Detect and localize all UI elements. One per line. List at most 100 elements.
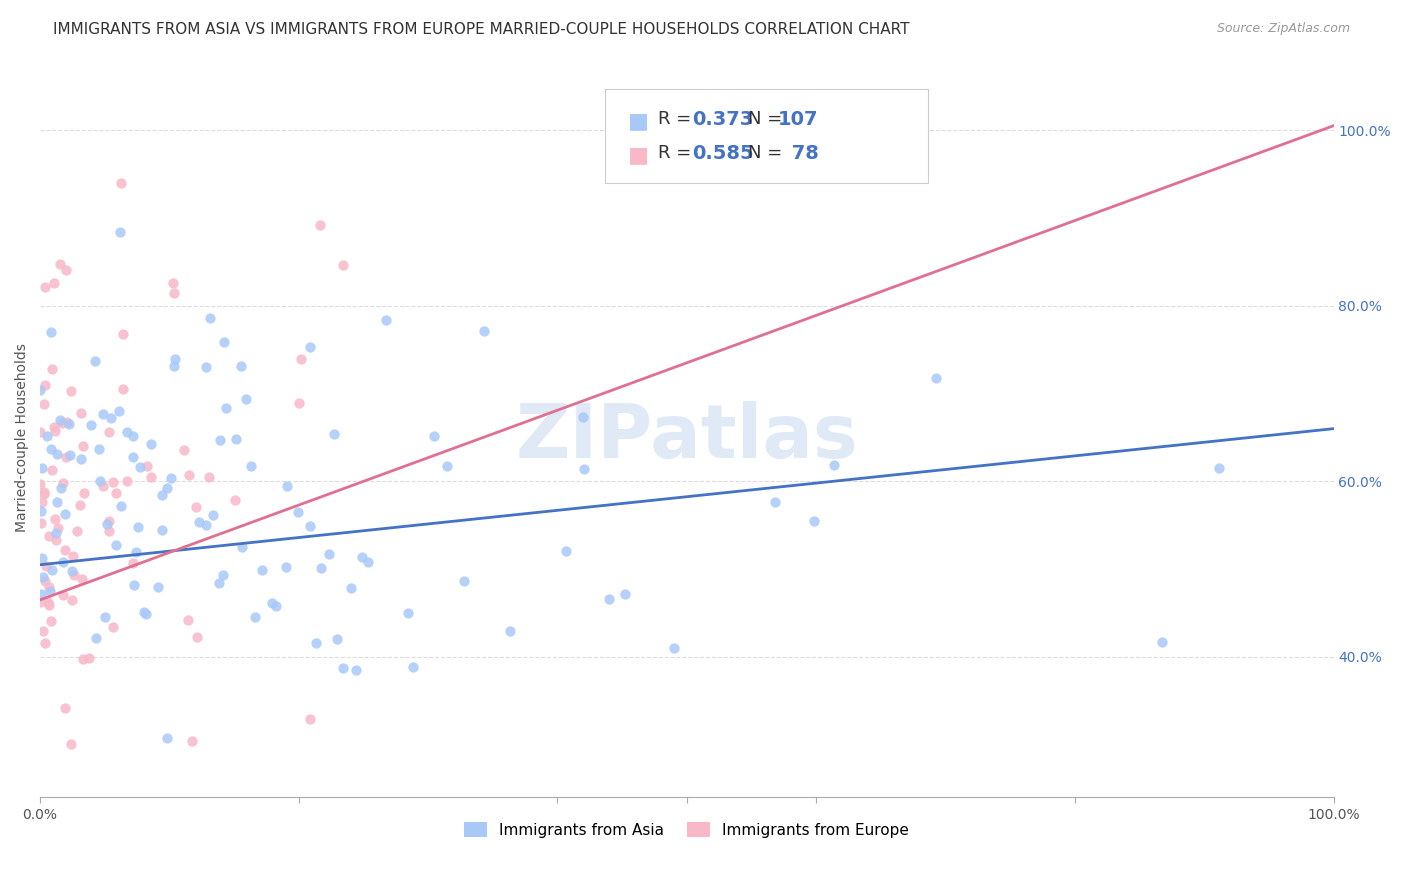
- Point: [87, 442, 110, 456]
- Point: [55, 543, 77, 558]
- Point: [173, 443, 195, 458]
- Text: 107: 107: [778, 110, 818, 128]
- Point: [1208, 461, 1230, 475]
- Point: [39, 325, 62, 339]
- Point: [156, 731, 179, 745]
- Text: R =: R =: [658, 110, 697, 128]
- Point: [186, 630, 208, 644]
- Point: [555, 544, 578, 558]
- Point: [60, 592, 83, 607]
- Point: [352, 549, 374, 564]
- Point: [70, 452, 93, 467]
- Point: [309, 561, 332, 575]
- Point: [39, 614, 62, 628]
- Point: [276, 478, 298, 492]
- Point: [287, 505, 309, 519]
- Point: [572, 409, 595, 424]
- Point: [69, 406, 91, 420]
- Point: [499, 624, 522, 639]
- Point: [177, 613, 200, 627]
- Point: [30, 587, 52, 601]
- Point: [30, 516, 52, 530]
- Point: [159, 471, 181, 485]
- Point: [150, 524, 173, 538]
- Point: [243, 610, 266, 624]
- Point: [101, 475, 124, 489]
- Point: [925, 371, 948, 385]
- Point: [41, 463, 63, 477]
- Point: [100, 411, 122, 425]
- Point: [322, 426, 344, 441]
- Point: [38, 529, 60, 543]
- Point: [472, 324, 495, 338]
- Point: [763, 495, 786, 509]
- Point: [72, 652, 94, 666]
- Point: [214, 335, 236, 350]
- Text: ZIPatlas: ZIPatlas: [516, 401, 858, 474]
- Point: [62, 549, 84, 564]
- Point: [357, 555, 380, 569]
- Point: [264, 599, 287, 613]
- Point: [49, 413, 72, 427]
- Point: [318, 547, 340, 561]
- Point: [128, 459, 150, 474]
- Point: [32, 485, 55, 500]
- Point: [39, 583, 62, 598]
- Point: [44, 512, 66, 526]
- Point: [184, 500, 207, 515]
- Point: [181, 733, 204, 747]
- Point: [125, 544, 148, 558]
- Point: [63, 568, 86, 582]
- Point: [662, 640, 685, 655]
- Point: [32, 487, 55, 501]
- Text: 0.585: 0.585: [692, 144, 754, 162]
- Point: [163, 359, 186, 373]
- Point: [56, 415, 79, 429]
- Point: [30, 595, 52, 609]
- Point: [250, 562, 273, 576]
- Text: ■: ■: [628, 112, 650, 131]
- Point: [332, 258, 354, 272]
- Point: [453, 574, 475, 589]
- Text: Source: ZipAtlas.com: Source: ZipAtlas.com: [1216, 22, 1350, 36]
- Point: [69, 498, 91, 512]
- Point: [127, 520, 149, 534]
- Point: [177, 467, 200, 482]
- Point: [298, 519, 321, 533]
- Point: [72, 439, 94, 453]
- Point: [41, 563, 63, 577]
- Point: [30, 384, 52, 398]
- Point: [112, 326, 135, 341]
- Point: [38, 581, 60, 595]
- Point: [60, 565, 83, 579]
- Point: [44, 276, 66, 290]
- Point: [215, 401, 238, 415]
- Point: [66, 524, 89, 538]
- Point: [103, 620, 125, 634]
- Point: [211, 567, 233, 582]
- Point: [60, 384, 83, 398]
- Point: [89, 475, 111, 489]
- Point: [572, 462, 595, 476]
- Point: [803, 514, 825, 528]
- Point: [84, 354, 107, 368]
- Point: [45, 533, 67, 547]
- Point: [49, 481, 72, 495]
- Point: [613, 587, 636, 601]
- Point: [156, 481, 179, 495]
- Point: [39, 442, 62, 456]
- Point: [58, 417, 80, 431]
- Point: [121, 450, 143, 464]
- Text: R =: R =: [658, 144, 697, 161]
- Point: [823, 458, 845, 472]
- Y-axis label: Married-couple Households: Married-couple Households: [15, 343, 30, 532]
- Point: [402, 660, 425, 674]
- Point: [162, 276, 184, 290]
- Point: [55, 263, 77, 277]
- Point: [97, 524, 120, 538]
- Point: [195, 518, 218, 533]
- Point: [51, 417, 73, 431]
- Point: [139, 437, 162, 451]
- Point: [136, 459, 159, 474]
- Point: [44, 420, 66, 434]
